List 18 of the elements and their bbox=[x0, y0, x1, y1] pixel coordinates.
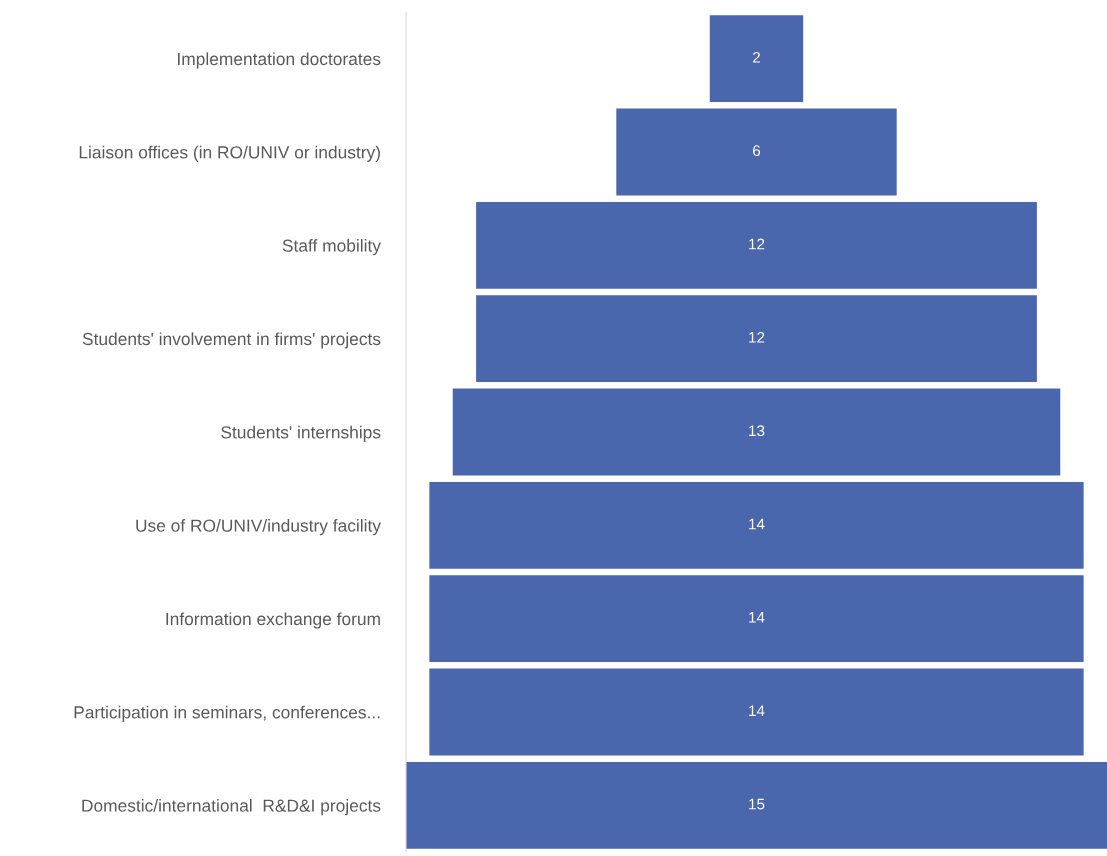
data-label: 12 bbox=[749, 238, 765, 250]
category-label: Students' involvement in firms' projects bbox=[82, 332, 381, 349]
data-label: 15 bbox=[749, 798, 765, 810]
data-label: 6 bbox=[753, 145, 761, 157]
category-label: Implementation doctorates bbox=[178, 52, 381, 69]
category-label: Participation in seminars, conferences... bbox=[74, 705, 380, 722]
data-label: 14 bbox=[749, 518, 765, 530]
data-label: 2 bbox=[753, 51, 760, 63]
category-label: Use of RO/UNIV/industry facility bbox=[136, 519, 381, 536]
category-label: Liaison offices (in RO/UNIV or industry) bbox=[79, 145, 380, 162]
data-label: 12 bbox=[749, 331, 765, 343]
data-label: 13 bbox=[749, 425, 765, 437]
category-label: Staff mobility bbox=[282, 239, 381, 256]
data-label: 14 bbox=[749, 705, 765, 716]
category-label: Information exchange forum bbox=[166, 612, 380, 629]
data-label: 14 bbox=[749, 612, 765, 623]
category-label: Students' internships bbox=[221, 425, 381, 442]
category-label: Domestic/international R&D&I projects bbox=[82, 799, 381, 816]
